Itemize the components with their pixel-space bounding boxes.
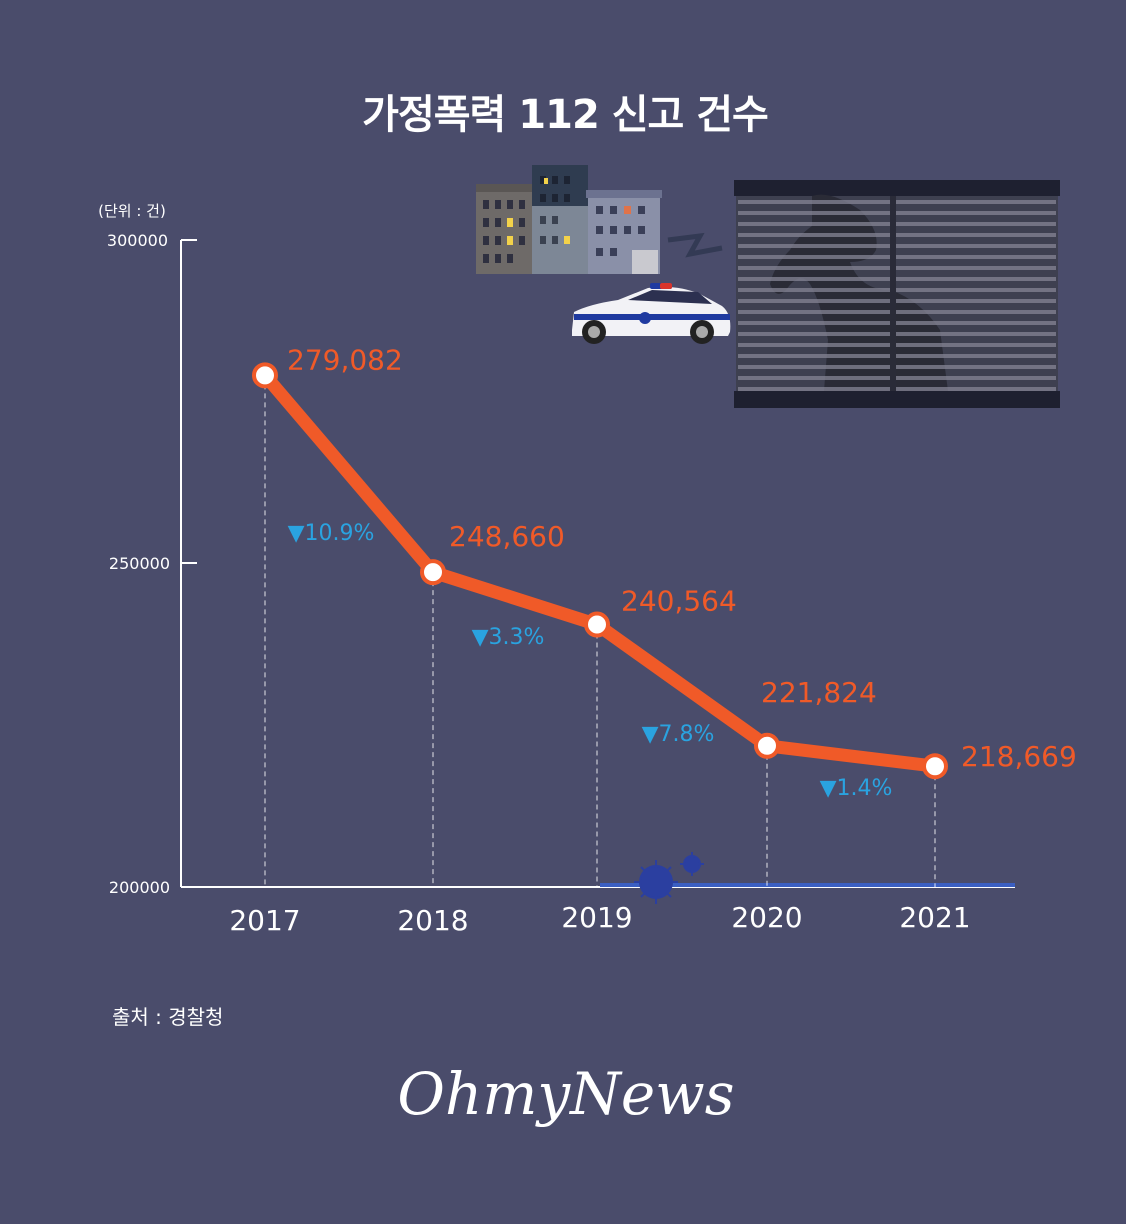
- y-tick-label: 250000: [109, 554, 170, 573]
- data-label: 218,669: [961, 740, 1077, 773]
- data-label: 221,824: [761, 676, 877, 709]
- lightning-icon: [667, 232, 723, 258]
- change-label: ▼1.4%: [820, 776, 893, 801]
- change-label: ▼3.3%: [472, 625, 545, 650]
- chart-title: 가정폭력 112 신고 건수: [362, 92, 768, 138]
- ohmynews-logo: OhmyNews: [397, 1060, 734, 1128]
- unit-label: (단위 : 건): [98, 202, 166, 220]
- buildings-illustration: [476, 165, 662, 274]
- source-label: 출처 : 경찰청: [112, 1005, 223, 1029]
- data-point: [584, 611, 610, 638]
- change-label: ▼10.9%: [288, 521, 375, 546]
- data-point: [420, 559, 446, 586]
- police-car-illustration: [572, 283, 731, 344]
- y-tick-label: 300000: [107, 231, 168, 250]
- data-label: 240,564: [621, 585, 737, 618]
- data-point: [754, 732, 780, 759]
- data-point: [922, 753, 948, 780]
- data-point: [252, 362, 278, 389]
- x-tick-label: 2017: [229, 904, 300, 937]
- data-label: 279,082: [287, 343, 403, 376]
- x-tick-label: 2021: [899, 901, 970, 934]
- y-tick-label: 200000: [109, 878, 170, 897]
- x-tick-label: 2018: [397, 904, 468, 937]
- change-label: ▼7.8%: [642, 722, 715, 747]
- window-silhouette-illustration: [734, 180, 1060, 408]
- data-label: 248,660: [449, 520, 565, 553]
- x-tick-label: 2019: [561, 901, 632, 934]
- x-tick-label: 2020: [731, 901, 802, 934]
- virus-icon: [634, 852, 704, 904]
- plot-area: 279,082 2017 248,660 2018 240,564 2019 221,824…: [229, 343, 1076, 937]
